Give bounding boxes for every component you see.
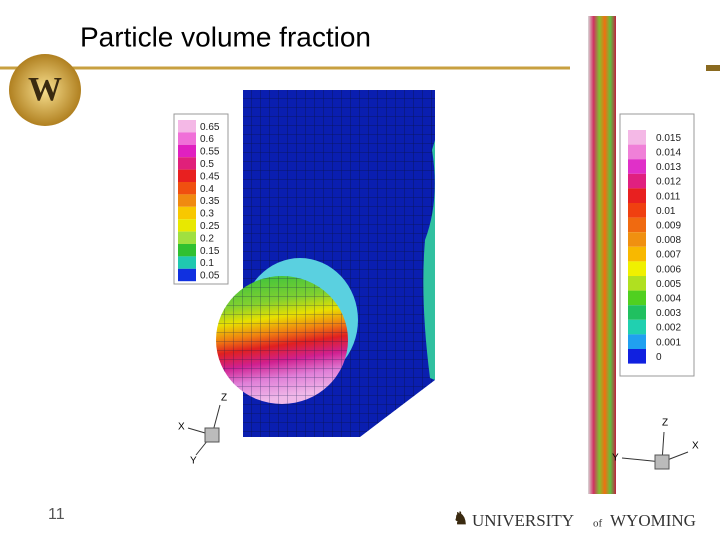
legend-label: 0.35 [200, 196, 220, 207]
legend-label: 0.65 [200, 122, 220, 133]
legend-label: 0.005 [656, 279, 681, 290]
legend-swatch [178, 169, 196, 182]
axis-cube [654, 454, 670, 470]
legend-swatch [628, 217, 646, 233]
legend-swatch [178, 194, 196, 207]
axis-label: Y [612, 453, 619, 464]
axis-label: X [178, 422, 185, 433]
legend-swatch [178, 268, 196, 282]
axis-label: Z [221, 393, 227, 404]
legend-swatch [178, 244, 196, 257]
legend-label: 0.05 [200, 271, 220, 282]
legend-label: 0.25 [200, 221, 220, 232]
legend-label: 0.55 [200, 147, 220, 158]
logo-mark: W [28, 71, 62, 108]
legend-swatch [178, 219, 196, 232]
legend-label: 0.2 [200, 233, 214, 244]
legend-label: 0.001 [656, 337, 681, 348]
legend-swatch [628, 319, 646, 335]
legend-swatch [178, 182, 196, 195]
legend-label: 0.15 [200, 246, 220, 257]
axis-label: Z [662, 418, 668, 429]
legend-swatch [628, 276, 646, 291]
legend-swatch [628, 232, 646, 247]
legend-swatch [178, 120, 196, 133]
legend-swatch [178, 157, 196, 170]
legend-label: 0.004 [656, 294, 681, 305]
legend-swatch [628, 349, 646, 364]
footer-text: WYOMING [610, 511, 696, 530]
legend-label: 0.3 [200, 209, 214, 220]
legend-swatch [628, 130, 646, 145]
legend-swatch [628, 261, 646, 276]
side-surface [423, 140, 435, 380]
legend-swatch [628, 203, 646, 218]
legend-swatch [628, 246, 646, 262]
legend-label: 0.012 [656, 177, 681, 188]
legend: 0.650.60.550.50.450.40.350.30.250.20.150… [178, 120, 220, 282]
page-number: 11 [48, 506, 65, 523]
legend-swatch [178, 132, 196, 145]
cylinder-mesh [216, 276, 348, 404]
legend-label: 0.013 [656, 162, 681, 173]
legend-label: 0.5 [200, 159, 214, 170]
legend-label: 0.014 [656, 148, 681, 159]
legend-label: 0.007 [656, 250, 681, 261]
legend-label: 0.4 [200, 184, 214, 195]
legend-label: 0.006 [656, 264, 681, 275]
axis-cube [204, 427, 220, 443]
legend-swatch [178, 256, 196, 269]
legend-label: 0.6 [200, 134, 214, 145]
legend-swatch [628, 188, 646, 203]
axis-label: Y [190, 456, 197, 467]
footer-text: of [593, 518, 603, 530]
legend: 0.015 0.014 0.013 0.012 0.011 0.01 0.009 0.008 0… [628, 130, 681, 364]
legend-swatch [628, 305, 646, 320]
logo [9, 54, 81, 126]
legend-label: 0.1 [200, 258, 214, 269]
legend-label: 0.011 [656, 191, 681, 202]
legend-swatch [178, 144, 196, 158]
legend-swatch [628, 159, 646, 174]
legend-label: 0.01 [656, 206, 676, 217]
legend-swatch [178, 206, 196, 220]
legend-label: 0.008 [656, 235, 681, 246]
legend-swatch [178, 231, 196, 244]
legend-swatch [628, 173, 646, 189]
footer-logo: ♞ [453, 509, 468, 528]
footer-text: UNIVERSITY [472, 511, 574, 530]
legend-swatch [628, 144, 646, 160]
legend-swatch [628, 290, 646, 306]
legend-label: 0.45 [200, 171, 220, 182]
legend-label: 0.003 [656, 308, 681, 319]
legend-label: 0.002 [656, 323, 681, 334]
legend-label: 0 [656, 352, 662, 363]
legend-label: 0.015 [656, 133, 681, 144]
axis-label: X [692, 441, 699, 452]
legend-swatch [628, 334, 646, 349]
column-render [588, 16, 616, 494]
slide-title: Particle volume fraction [80, 21, 371, 52]
legend-label: 0.009 [656, 221, 681, 232]
